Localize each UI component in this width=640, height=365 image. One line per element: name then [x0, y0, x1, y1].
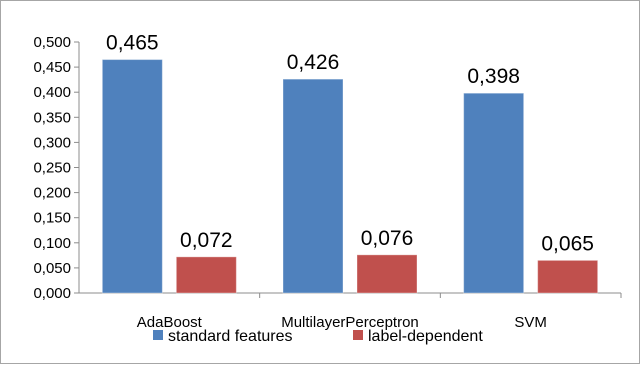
y-tick-label: 0,250	[33, 160, 71, 177]
data-label: 0,065	[541, 232, 594, 255]
data-label: 0,072	[180, 229, 233, 252]
legend-label: standard features	[168, 328, 293, 345]
data-label: 0,426	[287, 51, 340, 74]
y-tick-label: 0,150	[33, 210, 71, 227]
y-tick-label: 0,000	[33, 285, 71, 302]
y-tick-label: 0,350	[33, 109, 71, 126]
bar-standard-features	[464, 93, 524, 293]
data-label: 0,465	[106, 32, 159, 55]
y-tick-label: 0,450	[33, 59, 71, 76]
bar-label-dependent	[538, 260, 598, 293]
y-tick-label: 0,100	[33, 235, 71, 252]
legend-swatch	[153, 330, 163, 340]
y-tick-label: 0,400	[33, 84, 71, 101]
data-label: 0,398	[467, 65, 520, 88]
category-label: SVM	[514, 314, 547, 331]
legend-swatch	[353, 330, 363, 340]
bar-standard-features	[102, 60, 162, 293]
y-tick-label: 0,500	[33, 34, 71, 51]
bar-standard-features	[283, 79, 343, 293]
y-tick-label: 0,300	[33, 134, 71, 151]
bar-label-dependent	[176, 257, 236, 293]
y-tick-label: 0,050	[33, 260, 71, 277]
bar-label-dependent	[357, 255, 417, 293]
data-label: 0,076	[361, 227, 414, 250]
legend-label: label-dependent	[368, 328, 483, 345]
y-tick-label: 0,200	[33, 185, 71, 202]
